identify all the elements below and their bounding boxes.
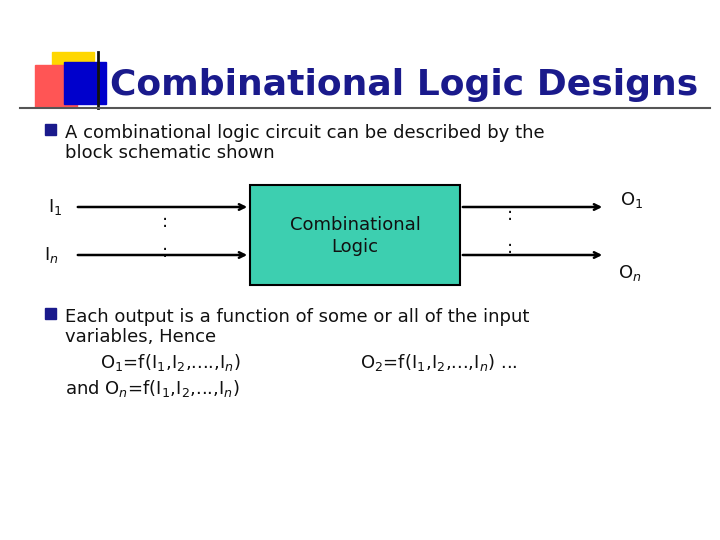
Bar bbox=[64, 62, 106, 104]
Text: O$_n$: O$_n$ bbox=[618, 263, 642, 283]
Text: Each output is a function of some or all of the input: Each output is a function of some or all… bbox=[65, 308, 529, 326]
Text: Combinational Logic Designs: Combinational Logic Designs bbox=[110, 68, 698, 102]
Bar bbox=[35, 65, 77, 107]
Text: and O$_n$=f(I$_1$,I$_2$,...,I$_n$): and O$_n$=f(I$_1$,I$_2$,...,I$_n$) bbox=[65, 378, 240, 399]
Text: variables, Hence: variables, Hence bbox=[65, 328, 216, 346]
Bar bbox=[45, 308, 56, 319]
Bar bbox=[250, 185, 460, 285]
Text: :: : bbox=[162, 213, 168, 231]
Text: I$_1$: I$_1$ bbox=[48, 197, 63, 217]
Bar bbox=[45, 124, 56, 135]
Text: :: : bbox=[507, 206, 513, 224]
Text: O$_1$: O$_1$ bbox=[620, 190, 643, 210]
Text: block schematic shown: block schematic shown bbox=[65, 144, 274, 162]
Text: I$_n$: I$_n$ bbox=[44, 245, 58, 265]
Text: O$_2$=f(I$_1$,I$_2$,...,I$_n$) ...: O$_2$=f(I$_1$,I$_2$,...,I$_n$) ... bbox=[360, 352, 518, 373]
Text: Logic: Logic bbox=[331, 238, 379, 256]
Bar bbox=[52, 52, 94, 94]
Text: A combinational logic circuit can be described by the: A combinational logic circuit can be des… bbox=[65, 124, 544, 142]
Text: :: : bbox=[507, 239, 513, 257]
Text: Combinational: Combinational bbox=[289, 216, 420, 234]
Text: :: : bbox=[162, 243, 168, 261]
Text: O$_1$=f(I$_1$,I$_2$,....,I$_n$): O$_1$=f(I$_1$,I$_2$,....,I$_n$) bbox=[100, 352, 240, 373]
